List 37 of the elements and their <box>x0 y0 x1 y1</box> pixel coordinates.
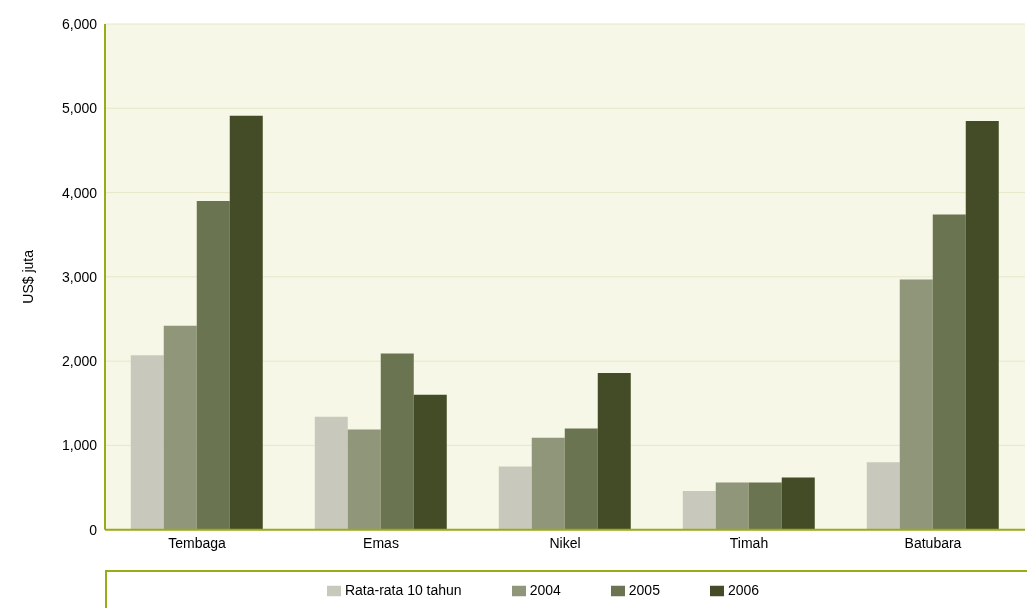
bar <box>531 437 565 530</box>
bar <box>899 279 933 530</box>
bar <box>866 462 900 530</box>
bar <box>229 115 263 530</box>
x-tick-label: Timah <box>729 534 769 551</box>
bar <box>347 429 381 530</box>
x-tick-label: Batubara <box>904 534 962 551</box>
y-tick-label: 2,000 <box>61 353 98 370</box>
y-tick-label: 6,000 <box>61 15 98 32</box>
legend-label: Rata-rata 10 tahun <box>344 581 462 598</box>
y-axis-title: US$ juta <box>19 249 36 304</box>
bar <box>314 416 348 530</box>
bar <box>130 355 164 530</box>
bar <box>564 428 598 530</box>
x-tick-label: Emas <box>363 534 399 551</box>
bar <box>932 214 966 530</box>
y-tick-label: 1,000 <box>61 437 98 454</box>
bar <box>682 490 716 530</box>
y-tick-label: 5,000 <box>61 100 98 117</box>
bar <box>748 482 782 530</box>
legend-label: 2004 <box>529 581 561 598</box>
x-tick-label: Tembaga <box>168 534 227 551</box>
y-tick-label: 3,000 <box>61 268 98 285</box>
bar <box>380 353 414 530</box>
x-tick-label: Nikel <box>549 534 581 551</box>
bar <box>597 372 631 530</box>
legend-label: 2005 <box>628 581 660 598</box>
bar <box>498 466 532 530</box>
y-tick-label: 0 <box>89 521 98 538</box>
bar <box>196 201 230 530</box>
bar <box>413 394 447 530</box>
bar <box>965 120 999 530</box>
bar <box>715 482 749 530</box>
bar <box>163 325 197 530</box>
y-tick-label: 4,000 <box>61 184 98 201</box>
legend-label: 2006 <box>727 581 760 598</box>
bar <box>781 477 815 530</box>
